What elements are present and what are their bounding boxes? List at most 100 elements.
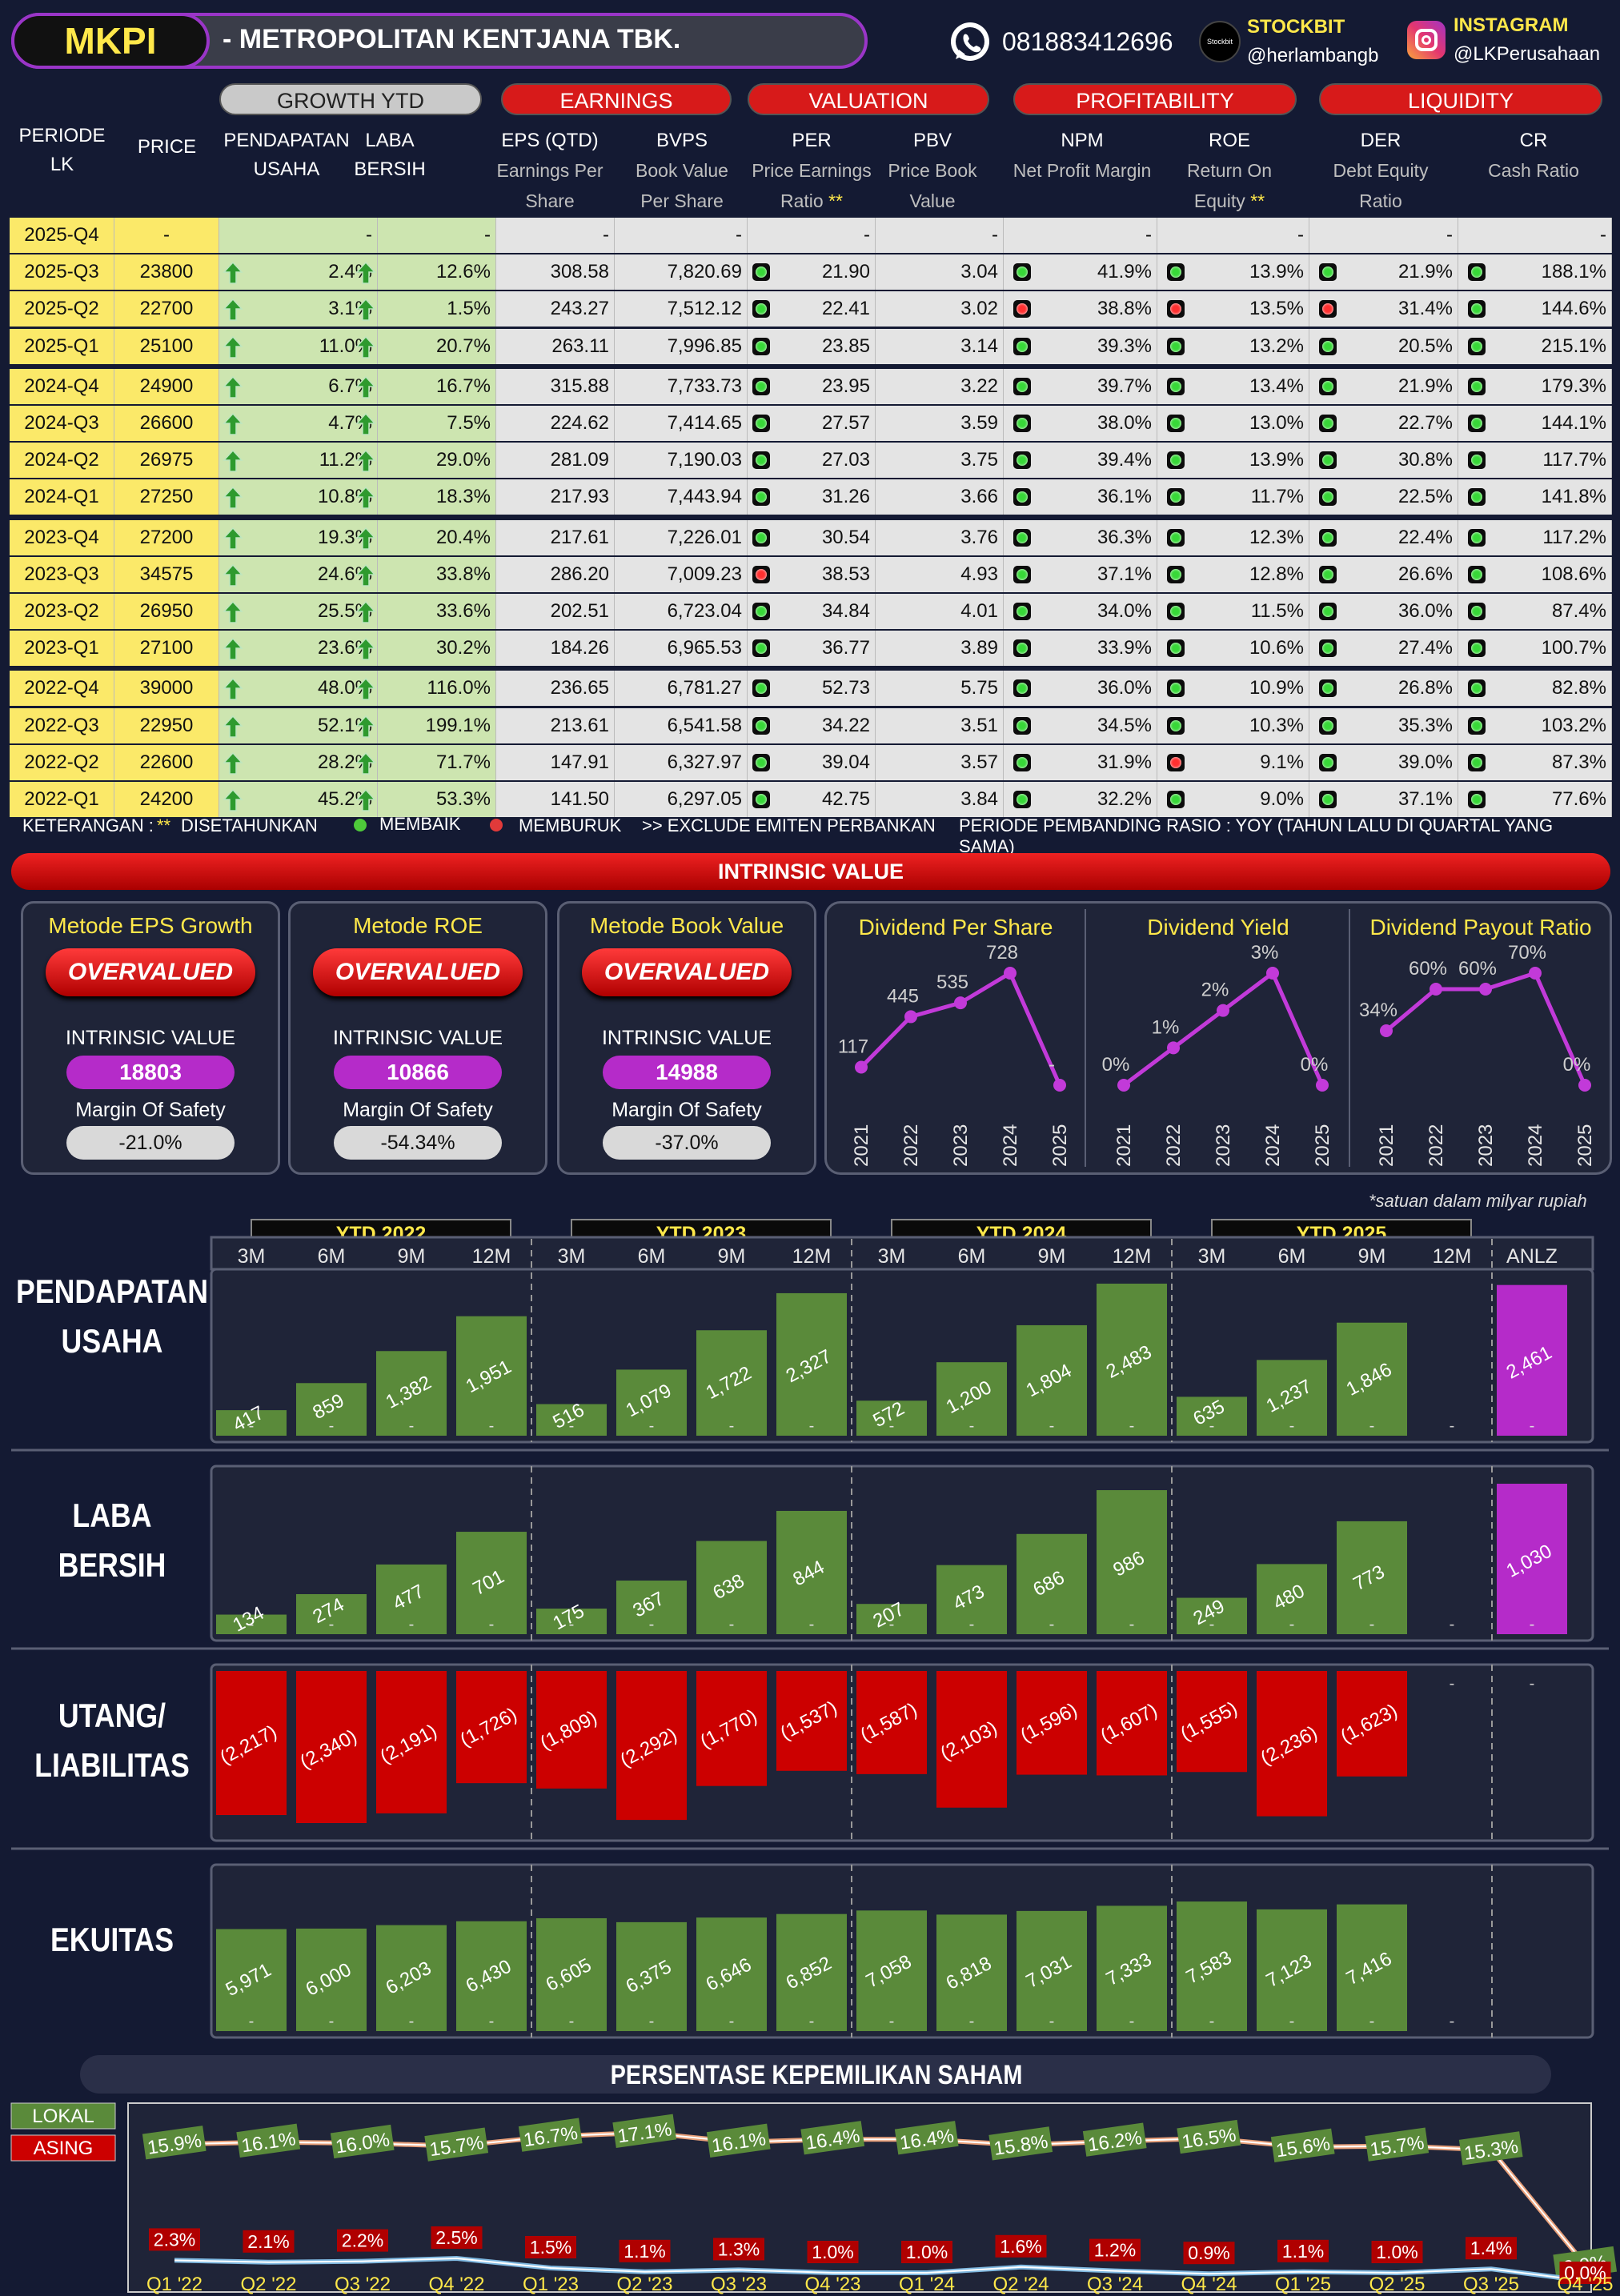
eps-cell: 213.61 <box>496 707 615 743</box>
bar <box>1177 1901 1247 2031</box>
green-status-icon <box>1017 491 1028 503</box>
net-income-growth-cell: - <box>378 218 496 253</box>
bar <box>456 1532 527 1634</box>
bar-dash: - <box>889 1417 895 1435</box>
overvalued-badge: OVERVALUED <box>582 948 792 996</box>
lokal-label-box <box>424 2127 489 2162</box>
pbv-cell: 3.51 <box>876 707 1004 743</box>
green-status-icon <box>756 491 767 503</box>
table-row: 2023-Q1 27100 23.6% 30.2% 184.26 6,965.53 36.7… <box>10 631 1612 667</box>
bar-dash: - <box>489 1417 495 1435</box>
dividend-label: 535 <box>936 972 968 993</box>
bvps-cell: 6,327.97 <box>615 744 748 780</box>
bvps-cell: 7,512.12 <box>615 291 748 327</box>
bvps-cell: 6,965.53 <box>615 631 748 667</box>
green-status-icon <box>1322 606 1333 617</box>
period-cell: 2022-Q3 <box>10 707 114 743</box>
bar <box>856 1910 927 2031</box>
green-status-icon <box>1017 418 1028 429</box>
dividend-point <box>1053 1079 1066 1092</box>
overvalued-badge: OVERVALUED <box>46 948 255 996</box>
dividend-label: 2% <box>1201 980 1229 1001</box>
dividend-label: 3% <box>1251 942 1279 964</box>
dividend-point <box>1529 967 1542 980</box>
year-tick: 2021 <box>851 1124 872 1167</box>
bar-dash: - <box>809 1417 815 1435</box>
mos-label: Margin Of Safety <box>612 1099 762 1121</box>
cr-cell: 188.1% <box>1458 254 1612 291</box>
period-cell: 2024-Q2 <box>10 443 114 479</box>
quarter-tick: Q3 '22 <box>335 2274 391 2295</box>
bvps-cell: 7,226.01 <box>615 519 748 555</box>
bar-dash: - <box>1209 1417 1215 1435</box>
green-status-icon <box>1017 568 1028 580</box>
bar <box>376 1564 447 1634</box>
green-status-icon <box>1017 683 1028 695</box>
col-header: LABA BERSIH <box>338 126 442 184</box>
bar-dash: - <box>1129 1616 1135 1633</box>
col-header-name: ROE <box>1208 130 1250 151</box>
asing-label-box <box>807 2241 859 2263</box>
col-header: PER Price Earnings Ratio ** <box>748 126 876 216</box>
period-tick: 12M <box>1433 1245 1472 1268</box>
lokal-label-box <box>988 2126 1053 2161</box>
bar-dash: - <box>969 1616 975 1633</box>
bar-dash: - <box>329 2013 335 2030</box>
green-status-icon <box>756 531 767 543</box>
lokal-label-box <box>1270 2128 1335 2162</box>
mos-label: Margin Of Safety <box>75 1099 226 1121</box>
bar <box>456 1921 527 2031</box>
period-tick: 3M <box>1198 1245 1226 1268</box>
dividend-point <box>1380 1024 1393 1037</box>
dividend-label: - <box>1049 1054 1055 1076</box>
asing-label-box <box>1559 2262 1611 2284</box>
col-header-name: BVPS <box>656 130 708 151</box>
table-row: 2024-Q4 24900 6.7% 16.7% 315.88 7,733.73 23.95… <box>10 368 1612 404</box>
dividend-panel <box>824 901 1612 1175</box>
col-header-sub: Price Earnings Ratio ** <box>748 155 876 216</box>
dividend-point <box>904 1010 917 1024</box>
iv-label: INTRINSIC VALUE <box>601 1027 772 1049</box>
period-tick: 3M <box>238 1245 266 1268</box>
green-status-icon <box>1322 340 1333 352</box>
bar-dash: - <box>1129 2013 1135 2030</box>
green-status-icon <box>756 606 767 617</box>
dividend-label: 728 <box>986 942 1018 964</box>
bar-dash: - <box>1049 2013 1055 2030</box>
col-header-sub: Book Value Per Share <box>618 155 746 216</box>
table-row: 2023-Q2 26950 25.5% 33.6% 202.51 6,723.04 34.8… <box>10 594 1612 629</box>
stockbit-handle: @herlambangb <box>1247 45 1379 66</box>
pbv-cell: 4.93 <box>876 556 1004 592</box>
roe-cell: - <box>1157 218 1309 253</box>
lokal-label-box <box>236 2123 301 2158</box>
bar <box>1337 1671 1407 1777</box>
asing-label: 2.1% <box>247 2231 289 2252</box>
period-cell: 2023-Q2 <box>10 594 114 629</box>
npm-cell: - <box>1004 218 1157 253</box>
green-status-icon <box>1017 455 1028 467</box>
bvps-cell: - <box>615 218 748 253</box>
asing-label-box <box>1466 2237 1517 2260</box>
bar-dash: - <box>409 1417 415 1435</box>
lokal-label-box <box>800 2121 865 2155</box>
asing-label-box <box>995 2234 1047 2258</box>
legend-disetahunkan: DISETAHUNKAN <box>181 815 318 835</box>
bar <box>1257 1564 1327 1634</box>
table-row: 2023-Q3 34575 24.6% 33.8% 286.20 7,009.23 38.5… <box>10 556 1612 592</box>
green-status-icon <box>1170 455 1181 467</box>
price-cell: 27200 <box>114 519 219 555</box>
green-status-icon <box>1471 643 1482 655</box>
der-cell: - <box>1309 218 1458 253</box>
bar-label: - <box>1450 1616 1455 1633</box>
period-tick: 12M <box>792 1245 832 1268</box>
iv-card: Metode EPS Growth OVERVALUED INTRINSIC VAL… <box>21 901 280 1175</box>
green-status-icon <box>1471 756 1482 768</box>
period-tick: 12M <box>472 1245 511 1268</box>
bvps-cell: 6,723.04 <box>615 594 748 629</box>
bvps-cell: 6,541.58 <box>615 707 748 743</box>
dividend-point <box>1004 967 1017 980</box>
eps-cell: 224.62 <box>496 406 615 441</box>
bar-panel <box>210 1268 1594 1444</box>
bar-dash: - <box>889 2013 895 2030</box>
asing-label-box <box>243 2230 295 2253</box>
